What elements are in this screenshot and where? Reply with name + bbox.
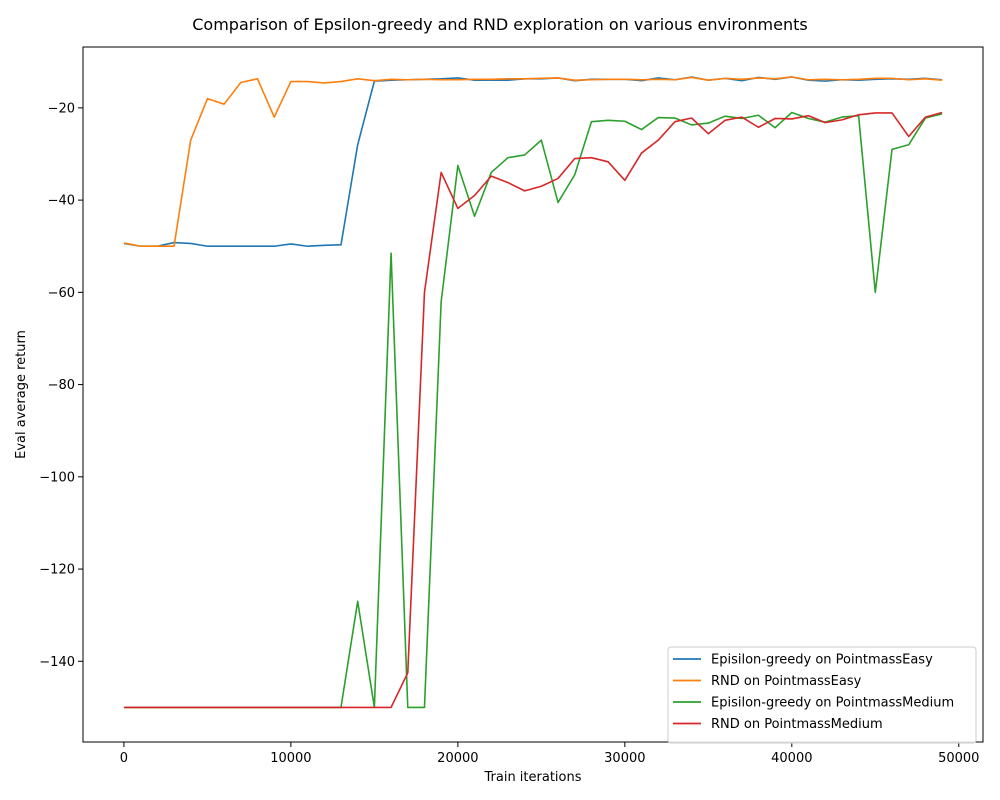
x-axis-ticks: 0 10000 20000 30000 40000 50000 <box>120 742 979 766</box>
x-tick-label: 30000 <box>604 751 645 766</box>
series-line-4 <box>123 111 943 709</box>
y-axis-title: Eval average return <box>14 330 29 459</box>
legend-label: Episilon-greedy on PointmassEasy <box>711 653 933 668</box>
x-tick-label: 40000 <box>771 751 812 766</box>
y-tick-label: −120 <box>39 563 75 578</box>
legend: Episilon-greedy on PointmassEasy RND on P… <box>667 646 977 744</box>
legend-label: Episilon-greedy on PointmassMedium <box>711 696 954 711</box>
x-tick-label: 50000 <box>938 751 979 766</box>
y-tick-label: −40 <box>48 194 75 209</box>
series-line-3 <box>123 111 943 709</box>
y-tick-label: −80 <box>48 378 75 393</box>
series-line-1 <box>123 76 943 248</box>
y-tick-label: −100 <box>39 470 75 485</box>
y-axis-ticks: −140 −120 −100 −80 −60 −40 −20 <box>39 101 83 670</box>
plot-area-frame <box>82 46 984 743</box>
series-lines <box>123 76 943 709</box>
x-tick-label: 10000 <box>270 751 311 766</box>
x-axis-title: Train iterations <box>483 770 581 785</box>
y-tick-label: −60 <box>48 286 75 301</box>
y-tick-label: −140 <box>39 655 75 670</box>
x-tick-label: 20000 <box>437 751 478 766</box>
legend-label: RND on PointmassMedium <box>711 717 883 732</box>
legend-box <box>667 646 977 744</box>
legend-label: RND on PointmassEasy <box>711 674 862 689</box>
series-line-2 <box>123 76 943 248</box>
x-tick-label: 0 <box>120 751 128 766</box>
chart-title: Comparison of Epsilon-greedy and RND exp… <box>192 15 807 34</box>
y-tick-label: −20 <box>48 101 75 116</box>
